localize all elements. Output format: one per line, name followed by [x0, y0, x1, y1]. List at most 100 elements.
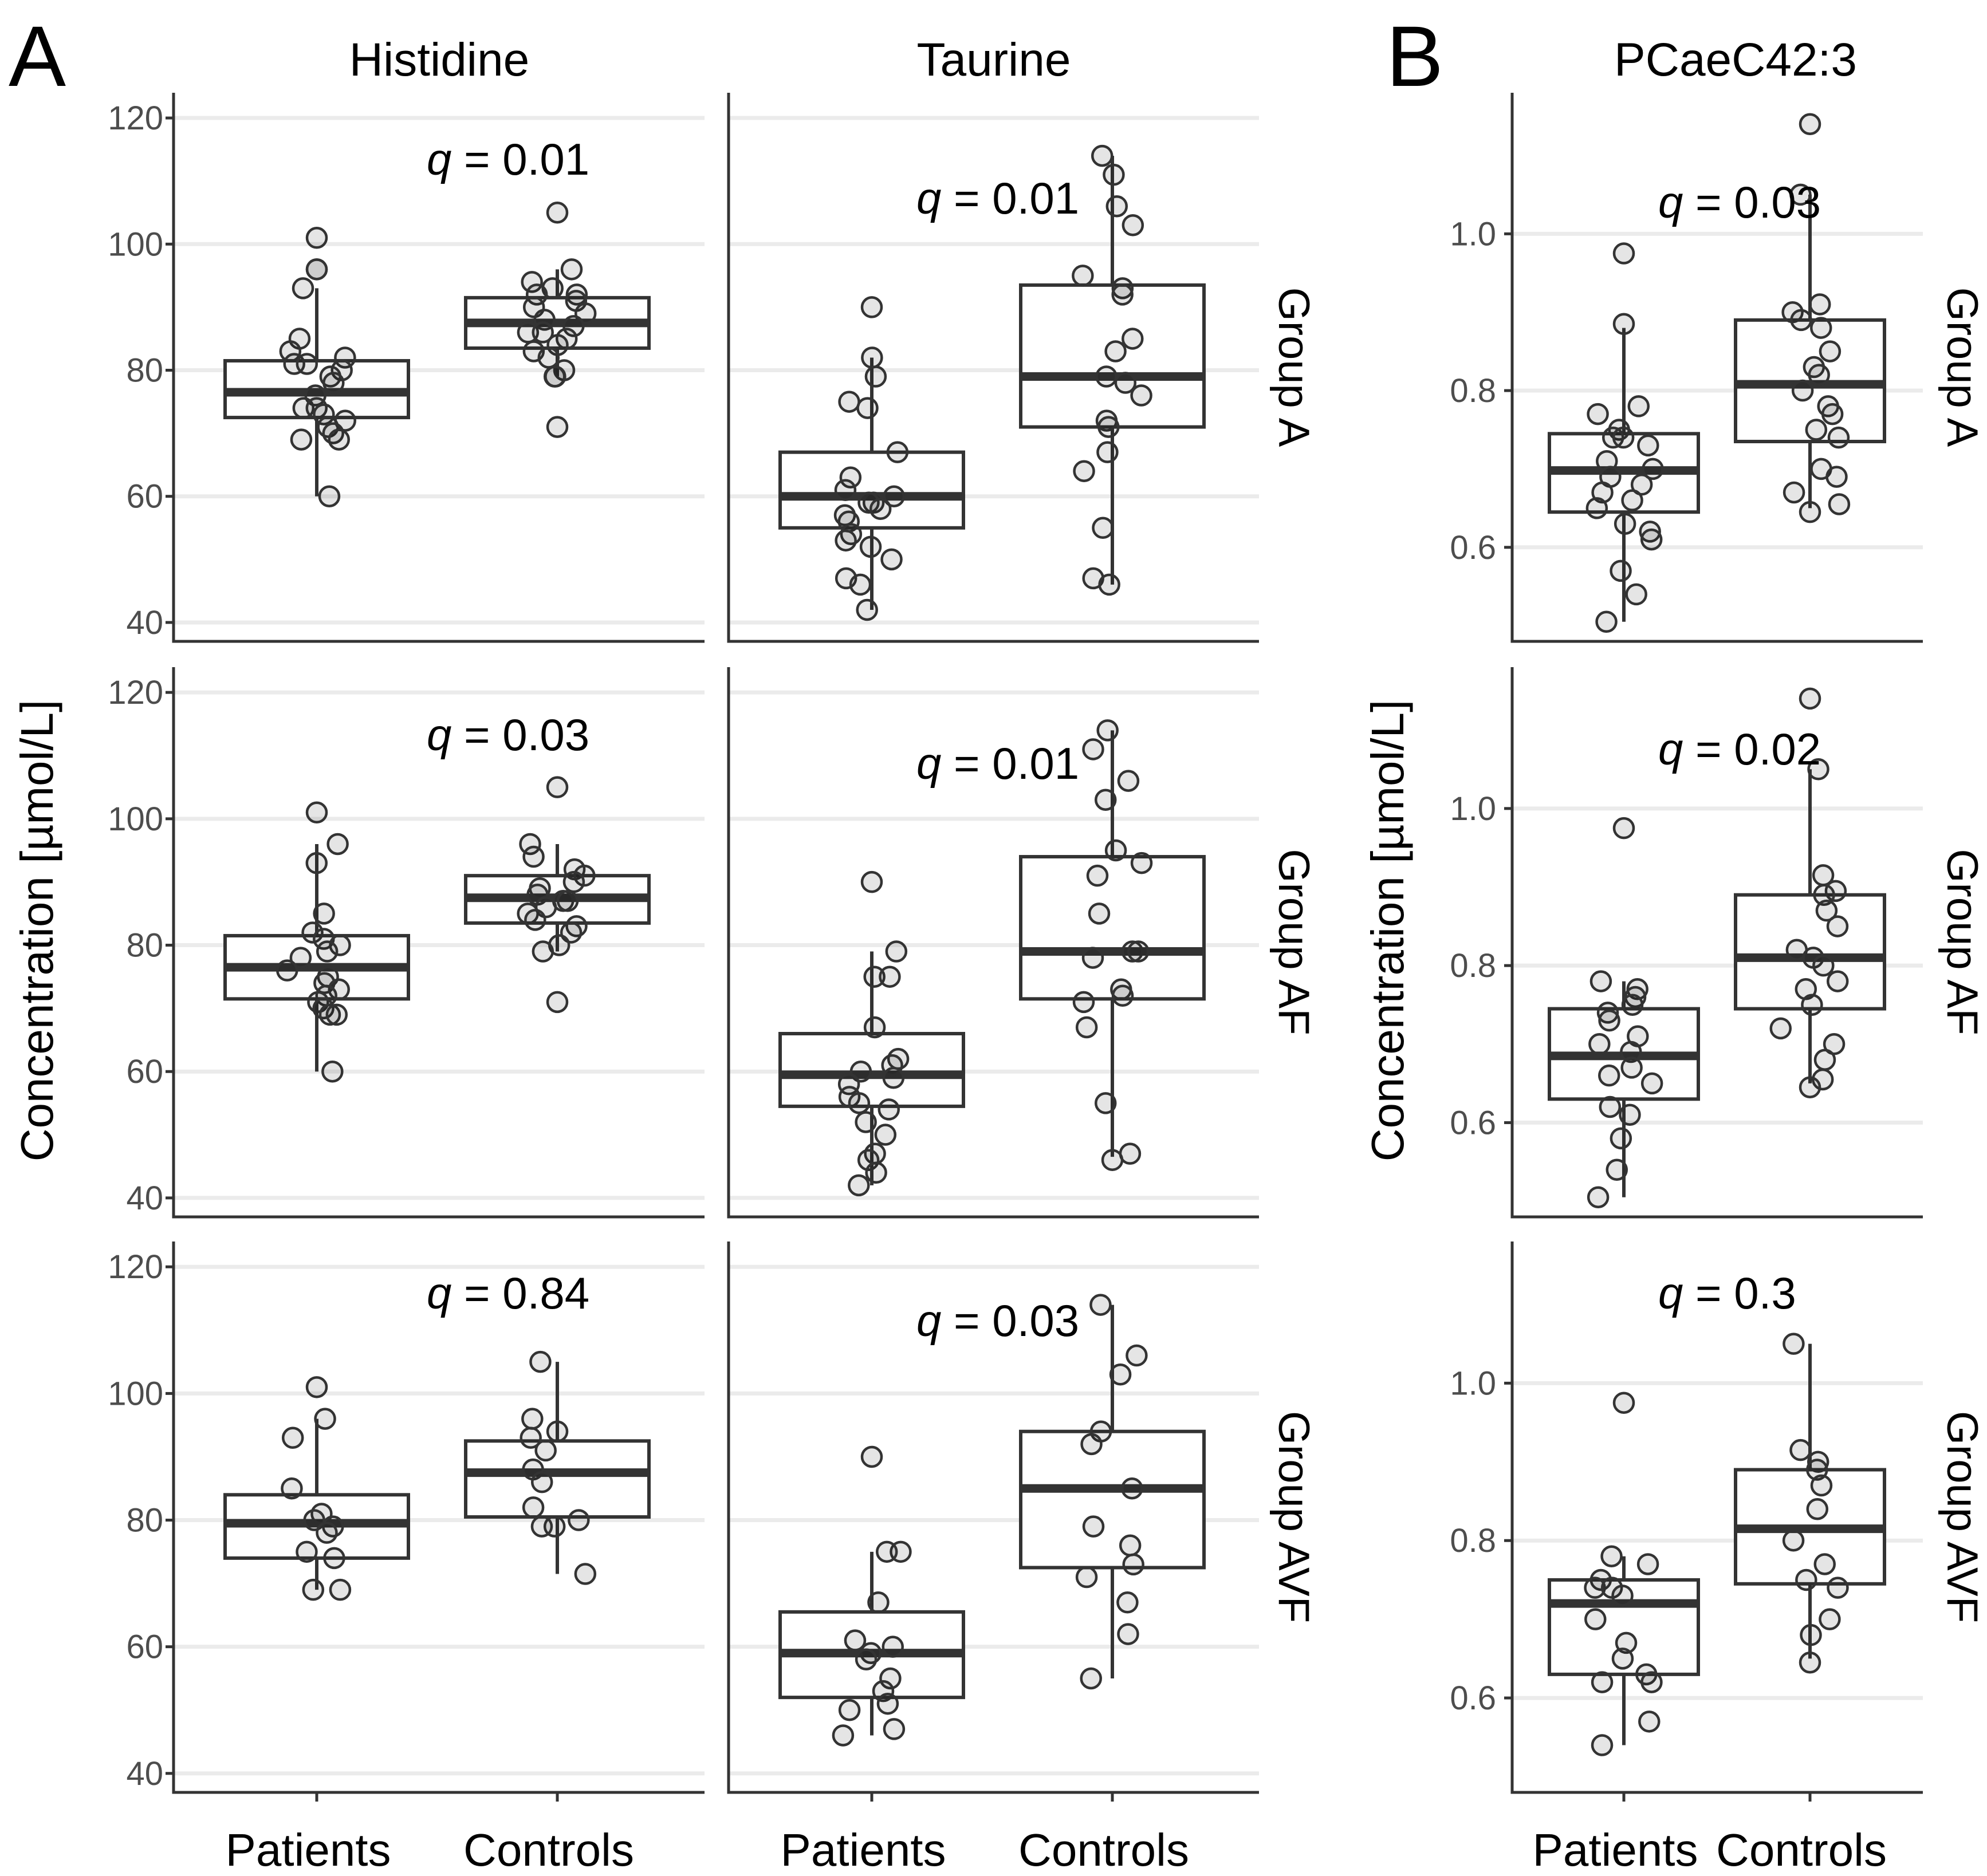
data-point — [1824, 880, 1847, 902]
data-point — [1639, 521, 1661, 543]
axis-lines — [727, 93, 1259, 643]
data-point — [1826, 915, 1849, 937]
data-point — [1116, 1591, 1139, 1614]
row-label: Group AVF — [1269, 1411, 1318, 1623]
data-point — [1640, 1072, 1663, 1095]
data-point — [1819, 340, 1842, 362]
y-tick-label: 0.8 — [1450, 947, 1496, 984]
box-controls — [1019, 1429, 1206, 1570]
data-point — [849, 573, 872, 596]
box-controls — [464, 1439, 651, 1519]
data-point — [1596, 1002, 1619, 1024]
data-point — [573, 864, 596, 887]
q-symbol: q — [916, 738, 941, 789]
data-point — [316, 940, 339, 963]
y-tick-label: 120 — [108, 100, 163, 137]
data-point — [1620, 1041, 1642, 1063]
row-label: Group AF — [1938, 849, 1986, 1035]
data-point — [1815, 899, 1838, 922]
q-symbol: q — [916, 173, 941, 223]
outlier-point — [1799, 113, 1821, 135]
q-value: = 0.01 — [941, 738, 1079, 789]
data-point — [1795, 1568, 1817, 1591]
data-point — [329, 934, 351, 956]
data-point — [1114, 372, 1137, 394]
data-point — [520, 1426, 542, 1449]
data-point — [296, 353, 318, 375]
data-point — [859, 535, 882, 558]
data-point — [1072, 991, 1095, 1014]
outlier-point — [305, 227, 328, 249]
outlier-point — [1612, 1392, 1635, 1414]
outlier-point — [860, 870, 883, 893]
q-symbol: q — [427, 134, 451, 184]
data-point — [885, 940, 908, 963]
data-point — [279, 340, 302, 362]
data-point — [1104, 839, 1127, 862]
q-symbol: q — [427, 1268, 451, 1318]
q-value-label: q = 0.01 — [916, 173, 1079, 223]
y-tick-label: 40 — [126, 604, 163, 641]
data-point — [1606, 1158, 1628, 1181]
data-point — [1638, 1711, 1661, 1733]
y-tick-label: 1.0 — [1450, 790, 1496, 827]
data-point — [1104, 340, 1127, 362]
data-point — [1621, 489, 1643, 511]
data-point — [313, 403, 335, 425]
data-point — [1640, 1671, 1663, 1693]
data-point — [1121, 1477, 1143, 1500]
data-point — [302, 1578, 325, 1601]
data-point — [328, 978, 350, 1001]
panel-histidine-group-af: 40 60 80 100 120 q = 0.03 — [108, 667, 705, 1219]
column-title-pcaec42-3: PCaeC42:3 — [1614, 34, 1857, 86]
box-patients — [778, 1032, 965, 1108]
data-point — [857, 491, 880, 514]
data-point — [834, 479, 857, 501]
x-tick-label-controls: Controls — [463, 1824, 634, 1875]
data-point — [1082, 738, 1104, 760]
data-point — [1075, 1016, 1098, 1039]
data-point — [1122, 214, 1144, 237]
data-point — [1105, 195, 1128, 218]
data-point — [1584, 1608, 1607, 1630]
data-point — [544, 365, 566, 388]
data-point — [1812, 954, 1835, 977]
data-point — [848, 1174, 870, 1197]
data-point — [882, 1635, 904, 1658]
data-point — [1588, 1033, 1611, 1055]
data-point — [886, 441, 909, 463]
outlier-point — [860, 296, 883, 318]
data-point — [1119, 1534, 1142, 1557]
column-title-taurine: Taurine — [917, 34, 1071, 86]
data-point — [1117, 770, 1140, 792]
data-point — [1111, 984, 1134, 1007]
row-label: Group A — [1269, 287, 1318, 447]
axis-lines — [1510, 667, 1923, 1219]
data-point — [876, 1692, 899, 1715]
box-controls — [1019, 855, 1206, 1001]
data-point — [863, 965, 886, 988]
data-point — [301, 921, 324, 944]
data-point — [296, 1540, 318, 1563]
y-tick-label: 1.0 — [1450, 215, 1496, 253]
q-value-label: q = 0.84 — [427, 1268, 589, 1318]
data-point — [314, 1408, 336, 1430]
outlier-point — [1799, 1076, 1821, 1098]
outlier-point — [546, 416, 569, 438]
panel-taurine-group-af: q = 0.01 Group AF — [727, 667, 1318, 1219]
data-point — [1103, 163, 1125, 186]
q-value-label: q = 0.03 — [916, 1295, 1079, 1346]
data-point — [879, 965, 901, 988]
data-point — [1806, 1498, 1829, 1520]
data-point — [1086, 864, 1109, 887]
data-point — [880, 548, 903, 571]
axis-lines — [727, 1242, 1259, 1794]
data-point — [1800, 1623, 1822, 1646]
outlier-point — [1612, 242, 1635, 265]
data-point — [1096, 441, 1119, 463]
data-point — [1127, 940, 1150, 963]
data-point — [1808, 364, 1830, 386]
data-point — [313, 902, 335, 925]
panel-pcaec42-3-group-af: 0.6 0.8 1.0 q = 0.02 Group AF — [1450, 667, 1986, 1219]
